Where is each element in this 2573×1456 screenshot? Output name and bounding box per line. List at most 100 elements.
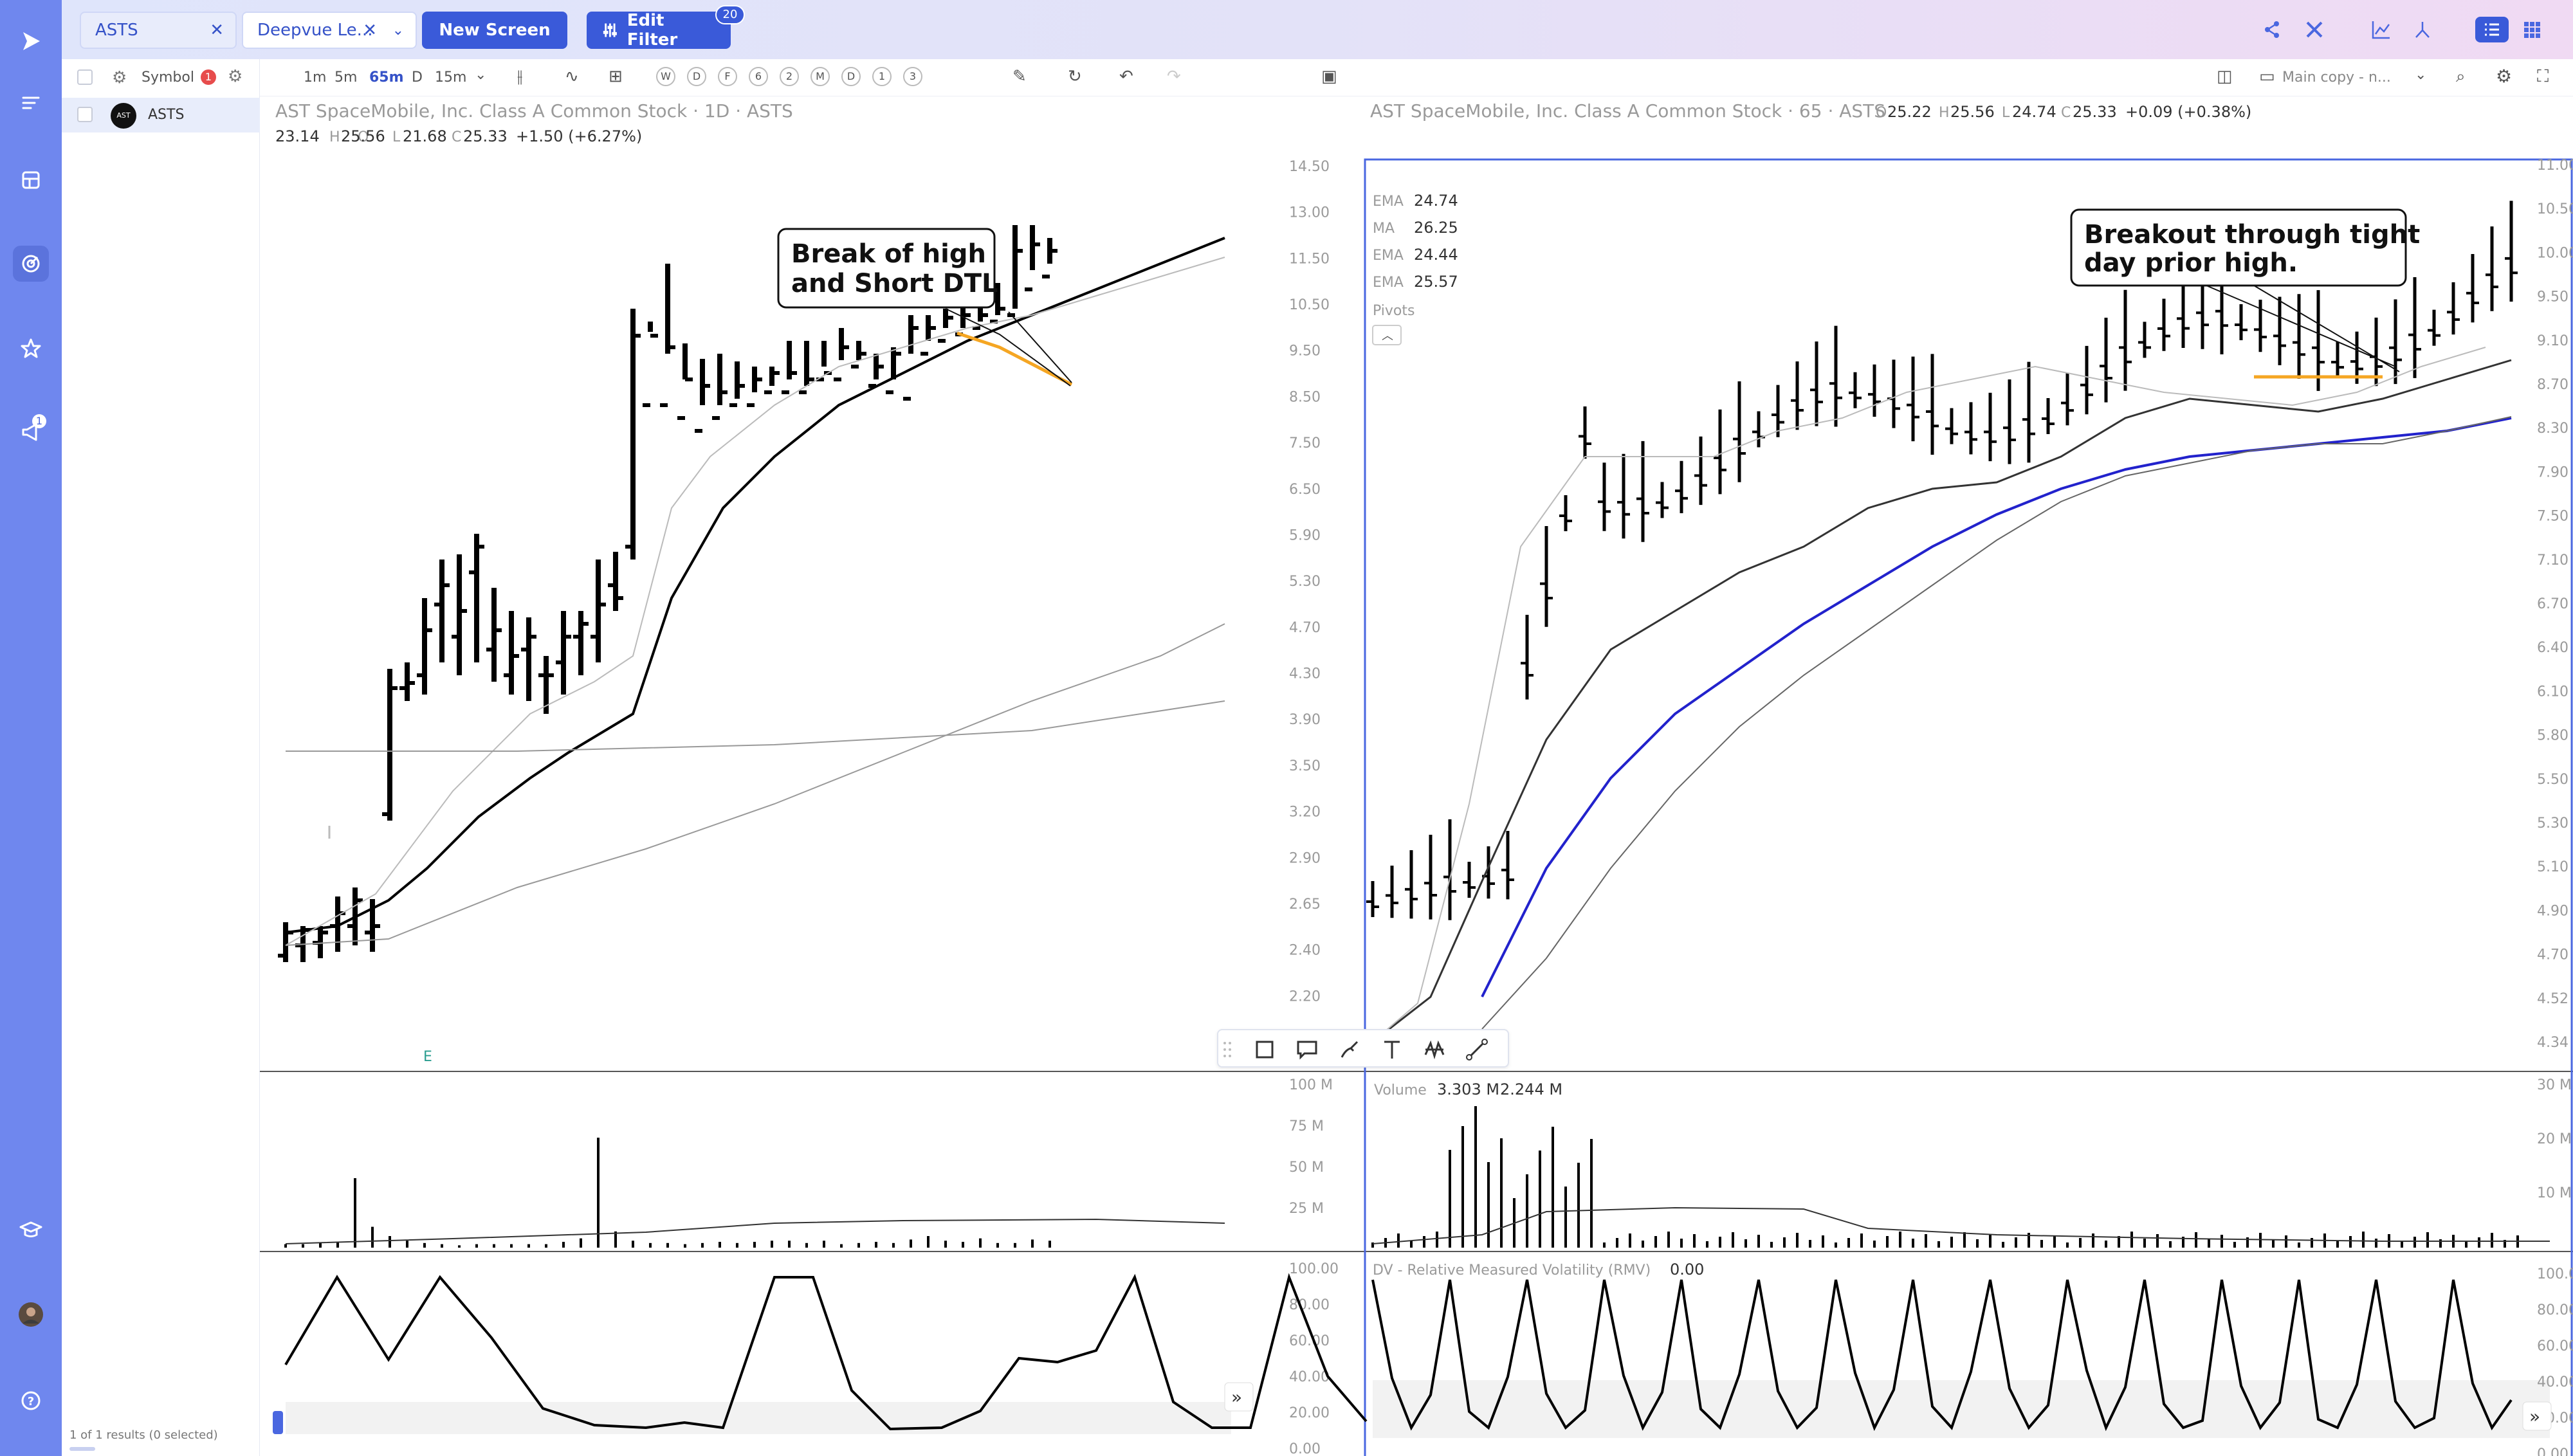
right-annotation[interactable]: Breakout through tight day prior high. [2070, 208, 2420, 372]
timeframe-button[interactable]: M [810, 67, 830, 86]
megaphone-icon[interactable]: 1 [13, 414, 49, 450]
right-open: 25.22 [1887, 103, 1932, 121]
right-volume-pane: 30 M 20 M 10 M [1371, 1077, 2572, 1248]
compare-icon[interactable] [2410, 17, 2435, 42]
scrollbar[interactable] [69, 1447, 95, 1451]
indicators-icon[interactable]: ∿ [565, 67, 579, 86]
drag-handle-icon[interactable] [1222, 1039, 1232, 1060]
callout-tool-icon[interactable] [1294, 1037, 1320, 1062]
graduation-cap-icon[interactable] [13, 1212, 49, 1248]
interval-5m[interactable]: 5m [334, 69, 358, 86]
price-tick-label: 8.50 [1289, 389, 1321, 405]
column-badge: 1 [201, 69, 216, 85]
timeframe-button[interactable]: W [656, 67, 675, 86]
left-annotation[interactable]: Break of high and Short DTL [777, 228, 1072, 387]
layout-name[interactable]: Main copy - n... [2282, 69, 2391, 86]
price-tick-label: 6.40 [2537, 640, 2568, 656]
timeframe-button[interactable]: D [841, 67, 861, 86]
trend-line[interactable] [957, 331, 1073, 387]
star-icon[interactable] [13, 331, 49, 367]
collapse-legend-button[interactable] [1372, 325, 1402, 345]
pattern-tool-icon[interactable] [1422, 1037, 1447, 1062]
chevron-down-icon[interactable]: ⌄ [392, 22, 404, 39]
chevron-down-icon[interactable]: ⌄ [2415, 67, 2427, 83]
earnings-marker[interactable]: E [423, 1049, 432, 1065]
scroll-right-button[interactable] [2522, 1401, 2552, 1431]
rectangle-tool-icon[interactable] [1252, 1037, 1277, 1062]
interval-d[interactable]: D [412, 69, 423, 86]
gear-icon[interactable]: ⚙ [112, 68, 127, 87]
price-tick-label: 3.50 [1289, 758, 1321, 774]
timeframe-button[interactable]: 2 [780, 67, 799, 86]
settings-gear-icon[interactable]: ⚙ [2496, 66, 2513, 87]
tab-deepvue[interactable]: Deepvue Le... ✕ ⌄ [242, 12, 417, 49]
user-avatar[interactable] [13, 1297, 49, 1333]
radar-icon[interactable] [13, 246, 49, 282]
indicator-value: 24.44 [1414, 246, 1458, 264]
price-tick-label: 4.30 [1289, 666, 1321, 682]
timeframe-button[interactable]: 1 [872, 67, 892, 86]
list-item[interactable]: AST ASTS [62, 98, 260, 132]
list-view-icon[interactable] [2475, 17, 2509, 42]
new-screen-button[interactable]: New Screen [422, 12, 567, 49]
share-icon[interactable] [2259, 17, 2285, 42]
redo-icon[interactable]: ↷ [1167, 67, 1181, 86]
scroll-right-button[interactable] [1224, 1382, 1254, 1412]
undo-icon[interactable]: ↶ [1119, 67, 1133, 86]
indicator-value: 25.57 [1414, 273, 1458, 291]
rmv-band [1373, 1380, 2550, 1438]
price-tick-label: 9.50 [2537, 289, 2568, 305]
close-icon[interactable]: ✕ [363, 21, 377, 40]
bar-style-icon[interactable]: ⫲ [517, 67, 523, 86]
l-label: L [392, 129, 401, 145]
timeframe-button[interactable]: 3 [903, 67, 922, 86]
calendar-icon[interactable]: ▣ [1321, 67, 1337, 86]
pane-handle[interactable] [273, 1411, 283, 1434]
annotation-line1: Break of high [791, 239, 986, 269]
rmv-tick-label: 100.00 [2537, 1266, 2573, 1282]
zoom-icon[interactable]: ⌕ [2456, 67, 2466, 86]
brush-tool-icon[interactable] [1337, 1037, 1362, 1062]
layout-panels-icon[interactable] [13, 162, 49, 198]
timeframe-button[interactable]: 6 [749, 67, 768, 86]
price-tick-label: 3.90 [1289, 712, 1321, 728]
interval-65m[interactable]: 65m [369, 69, 404, 86]
x-twitter-icon[interactable] [2302, 17, 2327, 42]
save-layout-icon[interactable]: ◫ [2217, 67, 2233, 86]
price-tick-label: 6.50 [1289, 482, 1321, 498]
indicator-name: EMA [1373, 194, 1404, 210]
text-tool-icon[interactable] [1379, 1037, 1405, 1062]
edit-filter-button[interactable]: Edit Filter [587, 11, 731, 50]
pencil-icon[interactable]: ✎ [1012, 67, 1027, 86]
tab-asts[interactable]: ASTS ✕ [80, 12, 237, 49]
grid-view-icon[interactable] [2519, 17, 2545, 42]
fullscreen-icon[interactable]: ⛶ [2537, 67, 2549, 86]
layout-icon[interactable]: ⊞ [609, 67, 623, 86]
line-chart-icon[interactable] [2368, 17, 2394, 42]
select-all-checkbox[interactable] [77, 69, 93, 85]
chevron-down-icon[interactable]: ⌄ [475, 67, 487, 83]
symbol-column-label[interactable]: Symbol [142, 69, 194, 86]
charts-canvas[interactable]: AST SpaceMobile, Inc. Class A Common Sto… [260, 96, 2573, 1456]
row-checkbox[interactable] [77, 107, 93, 122]
help-icon[interactable]: ? [13, 1383, 49, 1419]
left-change: +1.50 (+6.27%) [516, 127, 642, 145]
volume-tick-label: 50 M [1289, 1160, 1324, 1176]
interval-1m[interactable]: 1m [304, 69, 327, 86]
close-icon[interactable]: ✕ [210, 21, 224, 40]
indicator-value: 24.74 [1414, 192, 1458, 210]
refresh-icon[interactable]: ↻ [1068, 67, 1082, 86]
sliders-icon [603, 23, 617, 37]
logo-play-icon[interactable] [13, 23, 49, 59]
menu-lines-icon[interactable] [13, 85, 49, 121]
interval-15m[interactable]: 15m [435, 69, 467, 86]
results-footer: 1 of 1 results (0 selected) [69, 1428, 218, 1442]
trend-line-tool-icon[interactable] [1464, 1037, 1490, 1062]
timeframe-button[interactable]: F [718, 67, 737, 86]
timeframe-button[interactable]: D [687, 67, 706, 86]
column-settings-icon[interactable]: ⚙ [228, 67, 243, 86]
h-label: H [329, 129, 340, 145]
chevron-up-icon: ︿ [1382, 329, 1393, 343]
company-logo: AST [111, 103, 136, 129]
folder-icon[interactable]: ▭ [2259, 67, 2275, 86]
